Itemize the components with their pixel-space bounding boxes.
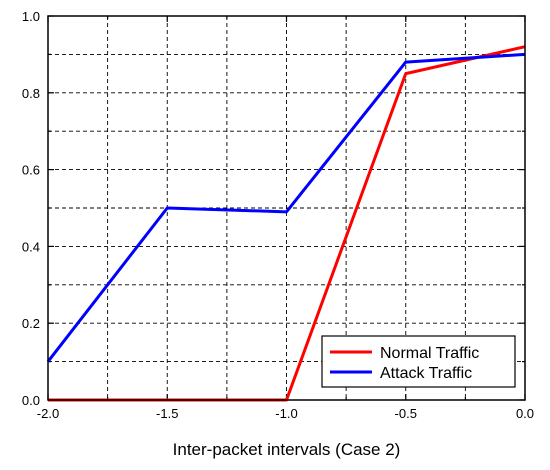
y-tick-label: 0.4: [22, 239, 40, 254]
y-tick-label: 0.6: [22, 163, 40, 178]
legend-label: Attack Traffic: [380, 365, 472, 382]
y-tick-label: 0.0: [22, 393, 40, 408]
x-tick-labels: -2.0 -1.5 -1.0 -0.5 0.0: [37, 406, 534, 421]
series-line-attack-traffic: [46, 52, 526, 363]
x-tick-label: -1.5: [156, 406, 178, 421]
y-tick-labels: 0.0 0.2 0.4 0.6 0.8 1.0: [22, 9, 40, 408]
legend-box: [321, 335, 516, 388]
y-tick-label: 1.0: [22, 9, 40, 24]
x-axis-title: Inter-packet intervals (Case 2): [173, 440, 401, 459]
x-tick-label: 0.0: [516, 406, 534, 421]
y-tick-label: 0.8: [22, 86, 40, 101]
legend-label: Normal Traffic: [380, 345, 479, 362]
y-tick-label: 0.2: [22, 316, 40, 331]
x-tick-label: -2.0: [37, 406, 59, 421]
grid-lines: [48, 16, 525, 400]
legend: Normal Traffic Attack Traffic: [321, 335, 516, 388]
plot-frame: [47, 15, 526, 401]
x-tick-label: -0.5: [395, 406, 417, 421]
x-tick-label: -1.0: [275, 406, 297, 421]
